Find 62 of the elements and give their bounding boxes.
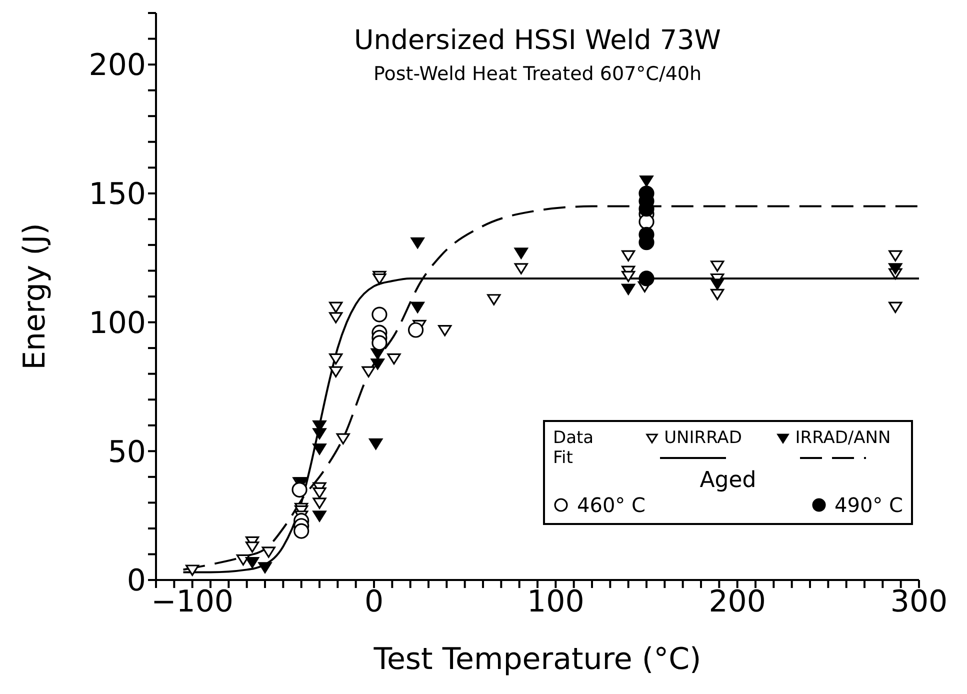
y-axis-title: Energy (J) <box>18 223 53 370</box>
point <box>312 487 326 499</box>
x-tick-label: 300 <box>890 584 948 620</box>
point <box>622 250 636 262</box>
point <box>369 438 383 450</box>
legend-label: IRRAD/ANN <box>795 428 891 448</box>
point <box>336 433 350 444</box>
point <box>638 270 654 286</box>
point <box>370 358 384 370</box>
point <box>258 562 272 574</box>
point <box>438 325 452 336</box>
annotation: Aged <box>698 468 758 493</box>
point <box>329 312 343 324</box>
text: Undersized HSSI Weld 73W <box>353 25 722 56</box>
point <box>622 270 636 282</box>
annotation: Data <box>553 428 595 448</box>
point <box>245 556 260 568</box>
point <box>372 273 386 285</box>
x-tick-label: 0 <box>364 584 384 620</box>
legend-label: 460° C <box>577 493 646 517</box>
point <box>262 546 276 558</box>
point <box>372 306 388 322</box>
point <box>294 523 310 539</box>
point <box>640 176 654 187</box>
point <box>292 482 308 498</box>
point <box>487 294 501 306</box>
point <box>888 250 902 262</box>
point <box>362 366 376 378</box>
annotation: Fit <box>553 448 574 468</box>
y-tick-label: 200 <box>88 48 146 84</box>
point <box>514 263 528 274</box>
point <box>312 510 326 522</box>
point <box>312 444 326 455</box>
point <box>329 353 343 365</box>
point <box>410 237 424 249</box>
point <box>186 564 200 576</box>
y-tick-label: 50 <box>108 434 146 470</box>
x-tick-label: 200 <box>708 584 766 620</box>
point <box>710 260 724 272</box>
point <box>410 302 424 314</box>
point <box>514 248 528 259</box>
point <box>888 263 902 274</box>
y-tick-label: 150 <box>88 177 146 212</box>
point <box>408 322 424 338</box>
point <box>387 353 401 365</box>
point <box>329 302 343 314</box>
point <box>245 541 260 553</box>
x-tick-label: 100 <box>527 584 584 620</box>
point <box>710 288 724 300</box>
legend-label: 490° C <box>834 493 903 517</box>
point <box>312 498 326 509</box>
text: Post-Weld Heat Treated 607°C/40h <box>372 63 703 85</box>
point <box>236 554 250 566</box>
legend-label: UNIRRAD <box>664 428 742 448</box>
point <box>329 366 343 378</box>
x-tick-label: −100 <box>151 584 234 620</box>
x-axis-title: Test Temperature (°C) <box>372 642 702 677</box>
point <box>888 302 902 314</box>
point <box>710 278 724 290</box>
point <box>372 335 388 351</box>
y-tick-label: 100 <box>88 306 146 341</box>
point <box>622 284 636 295</box>
